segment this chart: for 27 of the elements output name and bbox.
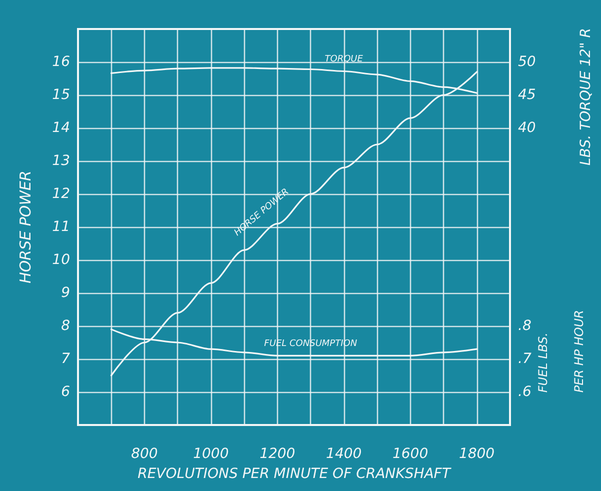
y-tick-label: 10 <box>52 252 70 268</box>
x-tick-label: 1400 <box>326 446 362 462</box>
y-tick-label: 16 <box>52 54 70 70</box>
x-tick-label: 1200 <box>260 446 296 462</box>
y-tick-label: 8 <box>61 318 70 334</box>
y2-axis-title: LBS. TORQUE 12" R <box>578 28 594 166</box>
y3-tick-label: .8 <box>518 318 532 334</box>
y-tick-label: 15 <box>52 87 70 103</box>
x-tick-label: 1000 <box>193 446 229 462</box>
y3-tick-label: .7 <box>518 351 532 367</box>
y-tick-label: 6 <box>61 384 70 400</box>
x-axis-title: REVOLUTIONS PER MINUTE OF CRANKSHAFT <box>138 466 452 482</box>
y-tick-label: 7 <box>61 351 70 367</box>
y-tick-label: 11 <box>52 219 70 235</box>
y3-tick-label: .6 <box>518 384 532 400</box>
y-tick-label: 13 <box>52 153 70 169</box>
y-axis-title: HORSE POWER <box>16 170 34 284</box>
y2-tick-label: 45 <box>518 87 536 103</box>
y-tick-label: 12 <box>52 186 70 202</box>
x-tick-label: 800 <box>131 446 158 462</box>
x-tick-label: 1600 <box>392 446 428 462</box>
y-tick-label: 14 <box>52 120 70 136</box>
y2-tick-label: 50 <box>518 54 536 70</box>
y-tick-label: 9 <box>61 285 70 301</box>
y2-tick-label: 40 <box>518 120 536 136</box>
text: FUEL LBS. PER HP HOUR <box>536 310 586 393</box>
x-tick-label: 1800 <box>458 446 495 462</box>
